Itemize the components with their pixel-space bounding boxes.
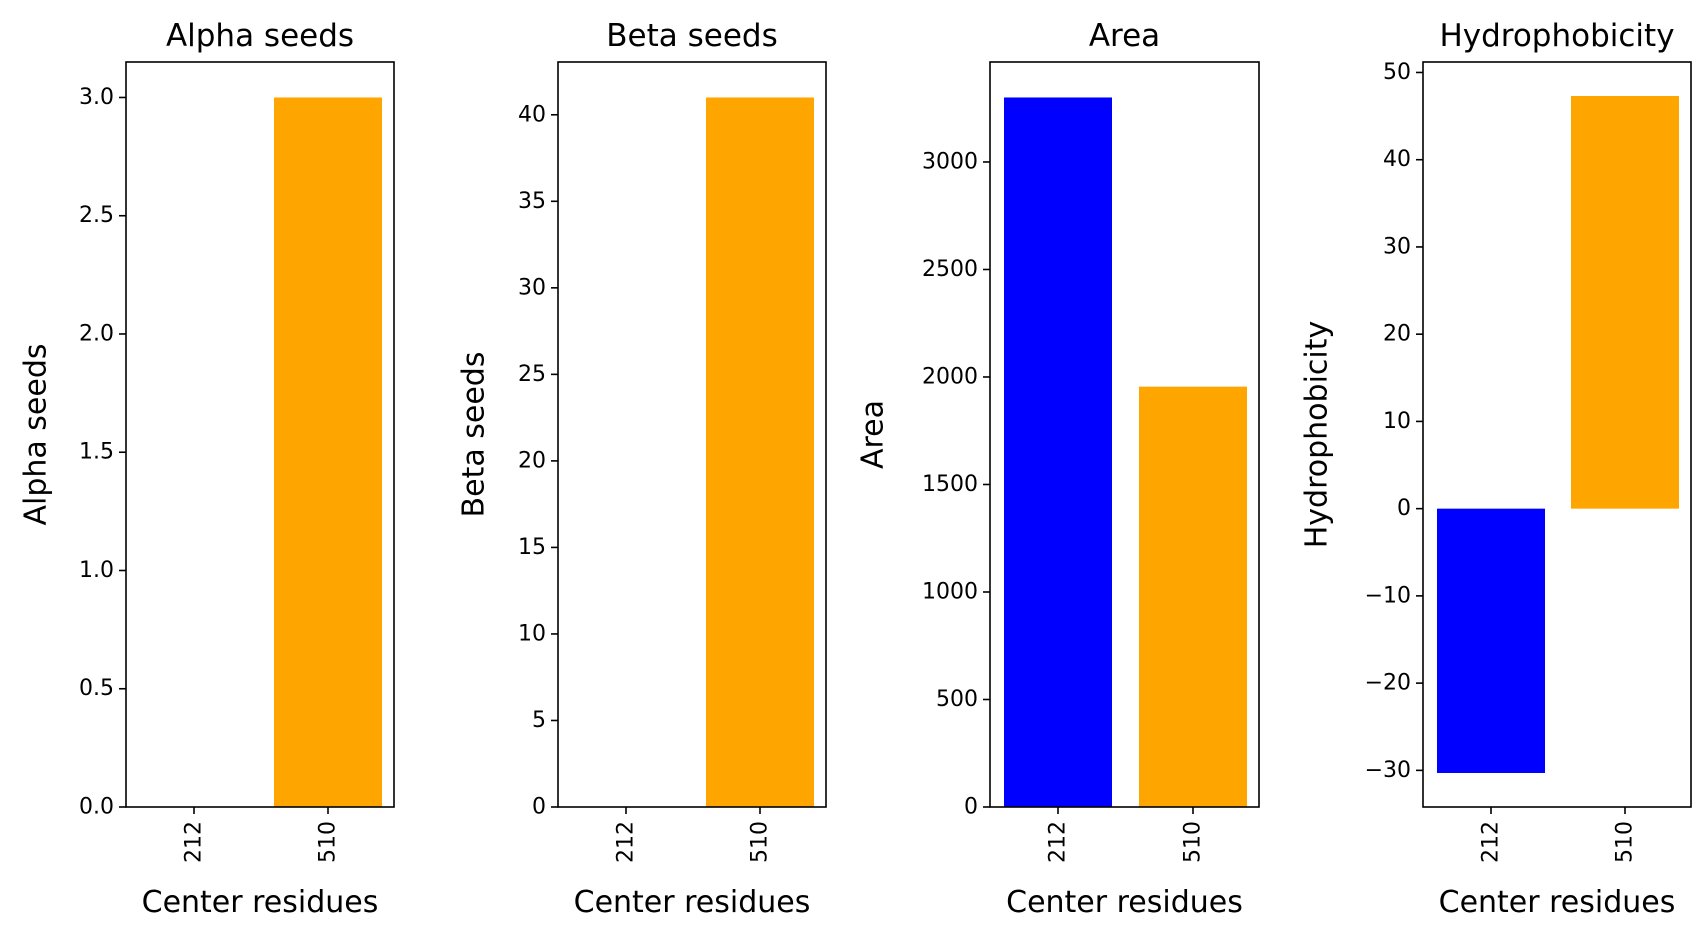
y-tick-label: 1000 <box>922 579 978 604</box>
y-tick-label: 25 <box>518 362 546 387</box>
y-tick-label: 2.0 <box>79 321 114 346</box>
y-tick-label: 10 <box>518 621 546 646</box>
y-tick-label: 0 <box>1397 496 1411 521</box>
y-tick-label: 500 <box>936 687 978 712</box>
y-tick-label: 10 <box>1383 409 1411 434</box>
y-tick-label: 0.0 <box>79 795 114 820</box>
x-axis-title: Center residues <box>1439 885 1676 920</box>
x-tick-label-212: 212 <box>1046 821 1071 863</box>
bar-212 <box>1437 508 1545 773</box>
x-tick-label-212: 212 <box>182 821 207 863</box>
y-tick-label: 1500 <box>922 472 978 497</box>
y-axis-title: Area <box>856 400 891 469</box>
bar-510 <box>1571 96 1679 509</box>
axes-frame <box>557 61 827 808</box>
y-axis-title: Hydrophobicity <box>1300 321 1335 549</box>
axes-frame <box>125 61 395 808</box>
x-tick-label-510: 510 <box>1181 821 1206 863</box>
x-tick-label-510: 510 <box>748 821 773 863</box>
y-tick-label: 2500 <box>922 257 978 282</box>
y-tick-label: 15 <box>518 535 546 560</box>
y-tick-label: 3.0 <box>79 85 114 110</box>
bar-510 <box>1139 386 1247 807</box>
bar-510 <box>706 97 814 807</box>
y-tick-label: −30 <box>1365 758 1411 783</box>
y-tick-label: −10 <box>1365 583 1411 608</box>
x-tick-label-510: 510 <box>316 821 341 863</box>
chart-title: Alpha seeds <box>166 18 354 54</box>
axes-frame <box>1422 61 1692 808</box>
y-tick-label: 35 <box>518 189 546 214</box>
y-tick-label: 20 <box>1383 322 1411 347</box>
y-tick-label: 5 <box>532 708 546 733</box>
y-tick-label: 20 <box>518 448 546 473</box>
y-tick-label: 30 <box>518 275 546 300</box>
chart-panel-4: −30 −20 −10 0 10 20 30 40 50 212 510 Hydrophobicity… <box>1300 18 1692 920</box>
bar-212 <box>1004 97 1112 807</box>
chart-title: Beta seeds <box>606 18 777 54</box>
y-tick-label: 2.5 <box>79 203 114 228</box>
x-axis-title: Center residues <box>1006 885 1243 920</box>
chart-title: Hydrophobicity <box>1439 18 1674 54</box>
y-tick-label: 2000 <box>922 364 978 389</box>
y-tick-label: 1.0 <box>79 558 114 583</box>
y-tick-label: 0 <box>964 795 978 820</box>
x-tick-label-212: 212 <box>1479 821 1504 863</box>
y-tick-label: 0 <box>532 795 546 820</box>
chart-panel-3: 0 500 1000 1500 2000 2500 3000 212 510 Area Center… <box>856 18 1260 920</box>
axes-frame <box>989 61 1260 808</box>
chart-panel-1: 0.0 0.5 1.0 1.5 2.0 2.5 3.0 212 510 Alpha seeds Ce… <box>19 18 395 920</box>
y-tick-label: −20 <box>1365 671 1411 696</box>
x-tick-label-510: 510 <box>1613 821 1638 863</box>
y-tick-label: 40 <box>518 102 546 127</box>
y-tick-label: 3000 <box>922 149 978 174</box>
y-tick-label: 0.5 <box>79 676 114 701</box>
bar-510 <box>274 97 382 807</box>
chart-title: Area <box>1089 18 1160 54</box>
x-axis-title: Center residues <box>142 885 379 920</box>
x-tick-label-212: 212 <box>614 821 639 863</box>
y-axis-title: Beta seeds <box>457 352 492 518</box>
y-tick-label: 50 <box>1383 60 1411 85</box>
y-tick-label: 30 <box>1383 234 1411 259</box>
y-axis-title: Alpha seeds <box>19 343 54 525</box>
x-axis-title: Center residues <box>574 885 811 920</box>
y-tick-label: 40 <box>1383 147 1411 172</box>
y-tick-label: 1.5 <box>79 440 114 465</box>
